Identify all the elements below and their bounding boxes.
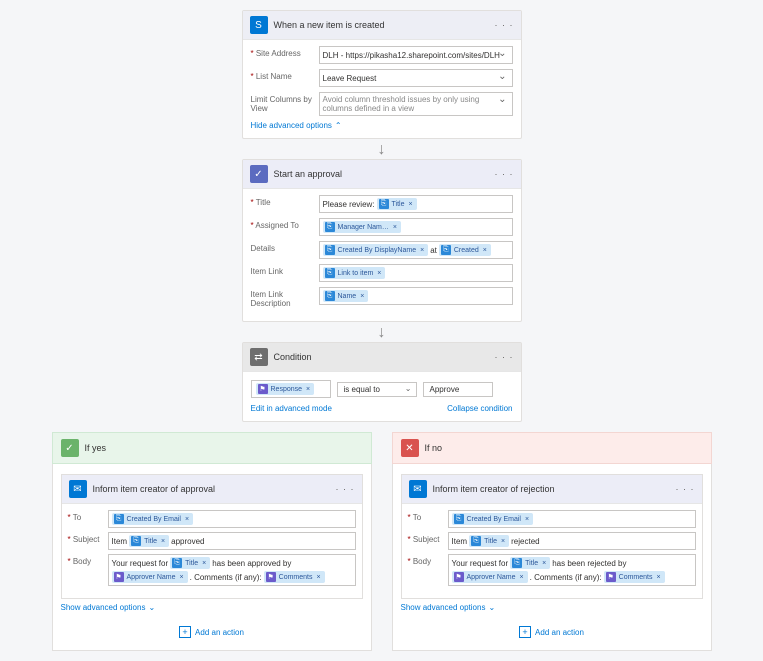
add-action-button[interactable]: + Add an action	[519, 626, 584, 638]
title-token[interactable]: ⎘Title×	[469, 535, 509, 547]
title-token[interactable]: ⎘Title×	[129, 535, 169, 547]
details-field[interactable]: ⎘Created By DisplayName× at ⎘Created×	[319, 241, 513, 259]
mail-rejection-header[interactable]: ✉ Inform item creator of rejection · · ·	[402, 475, 702, 504]
comments-token[interactable]: ⚑Comments×	[264, 571, 325, 583]
approval-card: ✓ Start an approval · · · Title Please r…	[242, 159, 522, 322]
assigned-field[interactable]: ⎘Manager Nam…×	[319, 218, 513, 236]
mail-subject-label: Subject	[68, 532, 108, 550]
assigned-label: Assigned To	[251, 218, 319, 230]
if-yes-branch: ✓ If yes ✉ Inform item creator of approv…	[52, 432, 372, 651]
condition-menu-icon[interactable]: · · ·	[495, 352, 514, 362]
approval-title-label: Title	[251, 195, 319, 207]
flow-arrow-icon: ↓	[378, 145, 386, 155]
created-token[interactable]: ⎘Created×	[439, 244, 491, 256]
condition-right[interactable]: Approve	[423, 382, 493, 397]
outlook-icon: ✉	[409, 480, 427, 498]
sharepoint-icon: S	[250, 16, 268, 34]
name-token[interactable]: ⎘Name×	[323, 290, 369, 302]
condition-branches: ✓ If yes ✉ Inform item creator of approv…	[10, 432, 753, 651]
approvername-token[interactable]: ⚑Approver Name×	[452, 571, 528, 583]
title-token[interactable]: ⎘Title×	[170, 557, 210, 569]
itemlink-label: Item Link	[251, 264, 319, 276]
title-token[interactable]: ⎘Title×	[377, 198, 417, 210]
trigger-header[interactable]: S When a new item is created · · ·	[243, 11, 521, 40]
mail-rejection-menu-icon[interactable]: · · ·	[676, 484, 695, 494]
mail-body-label: Body	[68, 554, 108, 586]
mail-approval-menu-icon[interactable]: · · ·	[336, 484, 355, 494]
trigger-menu-icon[interactable]: · · ·	[495, 20, 514, 30]
manager-token[interactable]: ⎘Manager Nam…×	[323, 221, 401, 233]
mail-rejection-title: Inform item creator of rejection	[433, 484, 676, 494]
approval-title-field[interactable]: Please review: ⎘Title×	[319, 195, 513, 213]
if-yes-label: If yes	[85, 443, 107, 453]
outlook-icon: ✉	[69, 480, 87, 498]
edit-advanced-link[interactable]: Edit in advanced mode	[251, 404, 332, 413]
mail-body-field[interactable]: Your request for ⎘Title× has been reject…	[448, 554, 696, 586]
mail-to-label: To	[68, 510, 108, 528]
createdby-token[interactable]: ⎘Created By DisplayName×	[323, 244, 429, 256]
itemlink-field[interactable]: ⎘Link to item×	[319, 264, 513, 282]
createdbyemail-token[interactable]: ⎘Created By Email×	[452, 513, 534, 525]
approval-icon: ✓	[250, 165, 268, 183]
trigger-card: S When a new item is created · · · Site …	[242, 10, 522, 139]
title-token[interactable]: ⎘Title×	[510, 557, 550, 569]
mail-body-field[interactable]: Your request for ⎘Title× has been approv…	[108, 554, 356, 586]
site-address-select[interactable]: DLH - https://pikasha12.sharepoint.com/s…	[319, 46, 513, 64]
if-no-branch: ✕ If no ✉ Inform item creator of rejecti…	[392, 432, 712, 651]
itemlinkdesc-label: Item Link Description	[251, 287, 319, 308]
mail-body-label: Body	[408, 554, 448, 586]
mail-subject-field[interactable]: Item ⎘Title× rejected	[448, 532, 696, 550]
approval-header[interactable]: ✓ Start an approval · · ·	[243, 160, 521, 189]
mail-to-field[interactable]: ⎘Created By Email×	[448, 510, 696, 528]
mail-subject-label: Subject	[408, 532, 448, 550]
mail-to-label: To	[408, 510, 448, 528]
itemlinkdesc-field[interactable]: ⎘Name×	[319, 287, 513, 305]
flow-arrow-icon: ↓	[378, 328, 386, 338]
response-token[interactable]: ⚑Response×	[256, 383, 315, 395]
mail-approval-header[interactable]: ✉ Inform item creator of approval · · ·	[62, 475, 362, 504]
condition-icon: ⇄	[250, 348, 268, 366]
createdbyemail-token[interactable]: ⎘Created By Email×	[112, 513, 194, 525]
mail-rejection-card: ✉ Inform item creator of rejection · · ·…	[401, 474, 703, 599]
condition-card: ⇄ Condition · · · ⚑Response× is equal to…	[242, 342, 522, 422]
list-name-select[interactable]: Leave Request	[319, 69, 513, 87]
condition-operator[interactable]: is equal to	[337, 382, 417, 397]
trigger-title: When a new item is created	[274, 20, 495, 30]
add-action-button[interactable]: + Add an action	[179, 626, 244, 638]
mail-to-field[interactable]: ⎘Created By Email×	[108, 510, 356, 528]
limit-cols-select[interactable]: Avoid column threshold issues by only us…	[319, 92, 513, 116]
if-no-header[interactable]: ✕ If no	[392, 432, 712, 464]
list-name-label: List Name	[251, 69, 319, 81]
plus-icon: +	[519, 626, 531, 638]
condition-title: Condition	[274, 352, 495, 362]
check-icon: ✓	[61, 439, 79, 457]
linktoitem-token[interactable]: ⎘Link to item×	[323, 267, 386, 279]
mail-subject-field[interactable]: Item ⎘Title× approved	[108, 532, 356, 550]
hide-advanced-link[interactable]: Hide advanced options⌃	[251, 121, 513, 130]
mail-approval-card: ✉ Inform item creator of approval · · · …	[61, 474, 363, 599]
mail-approval-title: Inform item creator of approval	[93, 484, 336, 494]
approval-menu-icon[interactable]: · · ·	[495, 169, 514, 179]
limit-cols-label: Limit Columns by View	[251, 92, 319, 113]
show-advanced-link[interactable]: Show advanced options⌄	[61, 603, 363, 612]
collapse-condition-link[interactable]: Collapse condition	[447, 404, 512, 413]
plus-icon: +	[179, 626, 191, 638]
if-no-label: If no	[425, 443, 443, 453]
if-yes-header[interactable]: ✓ If yes	[52, 432, 372, 464]
details-label: Details	[251, 241, 319, 253]
approvername-token[interactable]: ⚑Approver Name×	[112, 571, 188, 583]
show-advanced-link[interactable]: Show advanced options⌄	[401, 603, 703, 612]
site-address-label: Site Address	[251, 46, 319, 58]
condition-header[interactable]: ⇄ Condition · · ·	[243, 343, 521, 372]
comments-token[interactable]: ⚑Comments×	[604, 571, 665, 583]
cross-icon: ✕	[401, 439, 419, 457]
condition-left[interactable]: ⚑Response×	[251, 380, 331, 398]
approval-title: Start an approval	[274, 169, 495, 179]
